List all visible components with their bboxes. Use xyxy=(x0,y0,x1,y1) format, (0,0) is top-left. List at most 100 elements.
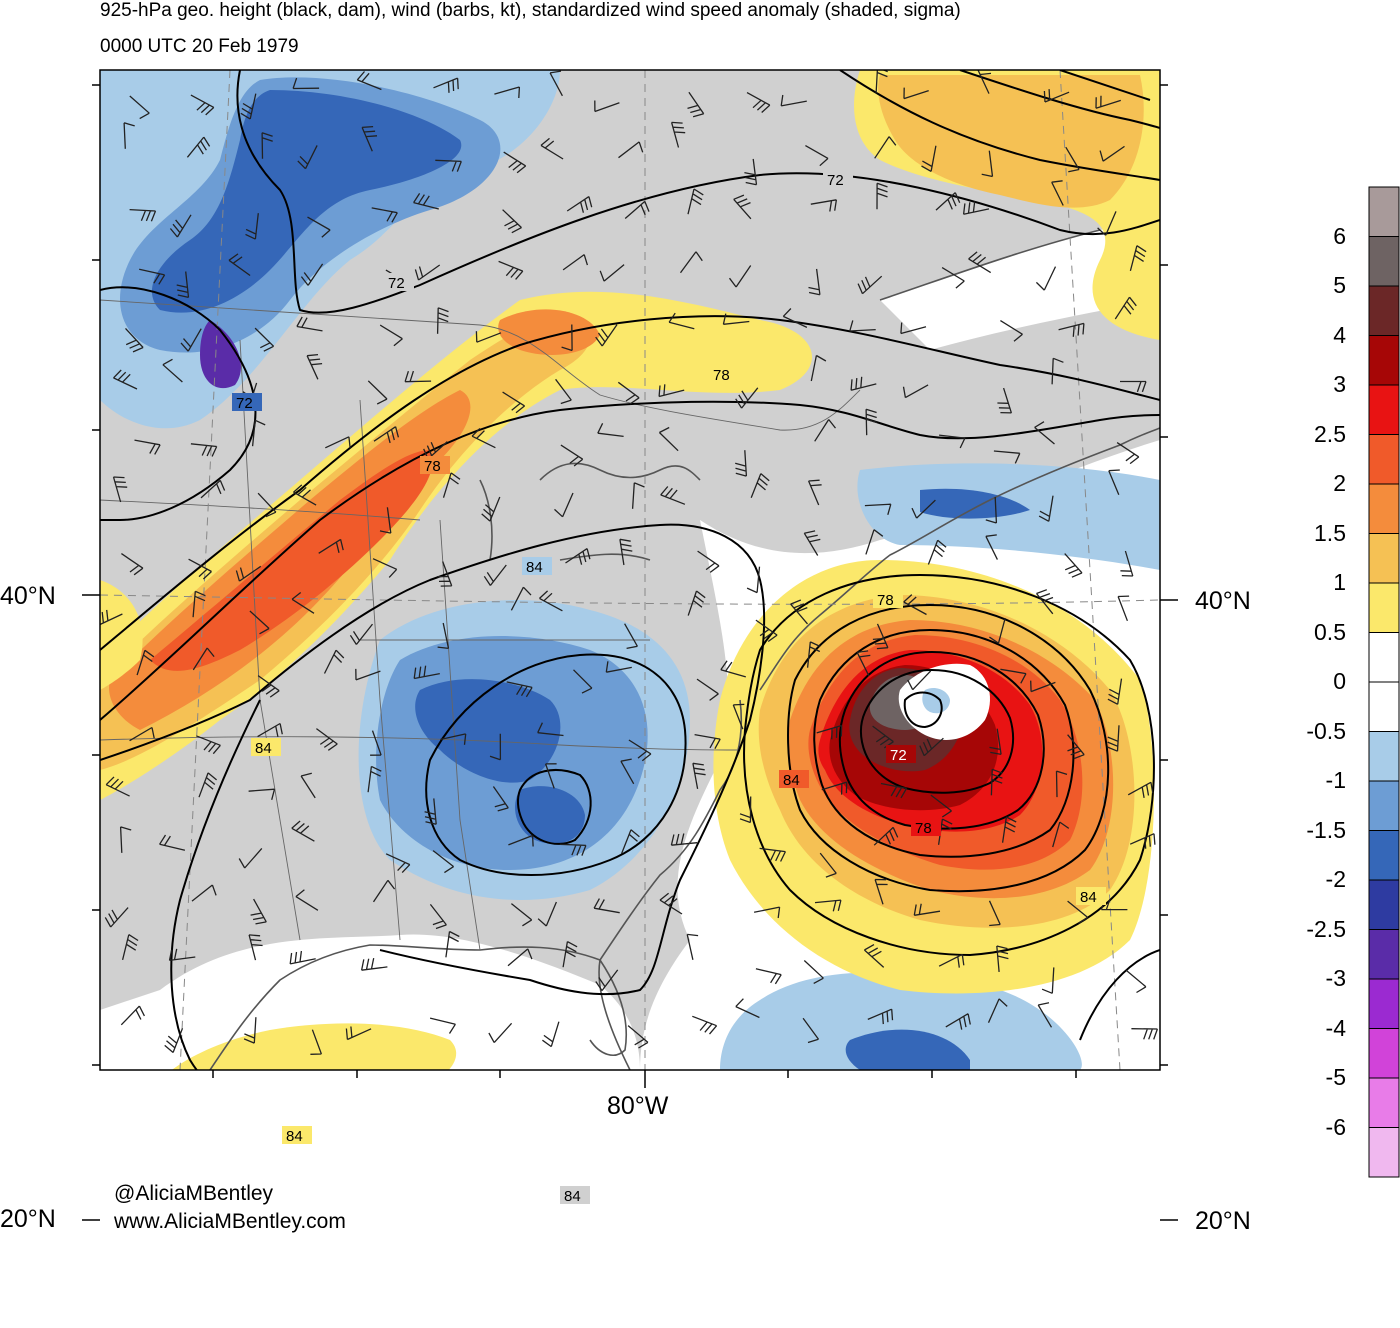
wind-barb xyxy=(437,622,450,650)
wind-barb xyxy=(562,941,578,968)
wind-barb xyxy=(874,878,888,905)
wind-barb xyxy=(805,145,829,167)
wind-barb xyxy=(435,159,462,172)
wind-barb xyxy=(1125,969,1147,994)
wind-barb xyxy=(808,479,822,506)
wind-barb xyxy=(560,444,584,467)
wind-barb xyxy=(1131,1028,1159,1040)
contour-label-bg xyxy=(911,818,941,836)
wind-barb xyxy=(168,948,196,962)
gulf-of-mexico xyxy=(100,934,640,1070)
contour-cyclone-3 xyxy=(813,628,1075,858)
wind-barb xyxy=(619,538,633,566)
wind-barb xyxy=(1035,266,1057,291)
wind-barb xyxy=(810,199,838,212)
colorbar-level-label: 2 xyxy=(1333,470,1346,496)
colorbar-level-label: -3 xyxy=(1325,965,1346,991)
wind-barb xyxy=(593,898,620,914)
contour-84-inner xyxy=(516,769,592,845)
wind-barb xyxy=(562,254,589,271)
wind-barb xyxy=(850,376,877,391)
wind-barb xyxy=(195,735,221,755)
anomaly-pos-gulf xyxy=(171,1023,456,1070)
wind-barb xyxy=(502,209,522,234)
wind-barb xyxy=(489,733,502,761)
wind-barb xyxy=(292,77,320,90)
wind-barb xyxy=(1099,145,1125,162)
wind-barb xyxy=(508,834,534,847)
wind-barb xyxy=(510,586,532,611)
wind-barb xyxy=(720,660,746,678)
wind-barb xyxy=(911,499,936,519)
wind-barb xyxy=(620,829,640,855)
contour-label: 84 xyxy=(255,740,272,757)
contour-label-bg xyxy=(823,170,853,188)
wind-barb xyxy=(492,786,509,812)
wind-barb xyxy=(753,906,781,919)
wind-barb xyxy=(697,550,720,573)
wind-barb xyxy=(814,419,837,442)
wind-barb xyxy=(1058,322,1085,337)
wind-barb xyxy=(554,492,574,518)
wind-barb xyxy=(816,724,843,740)
colorbar-level-label: -1.5 xyxy=(1306,816,1346,843)
wind-barb xyxy=(780,94,807,107)
wind-barb xyxy=(413,665,440,680)
wind-barb xyxy=(679,251,703,274)
wind-barb xyxy=(1043,89,1070,103)
wind-barb xyxy=(440,733,467,745)
wind-barb xyxy=(849,320,876,332)
wind-barb xyxy=(1129,833,1156,849)
wind-barb xyxy=(502,391,526,414)
plot-title: 925-hPa geo. height (black, dam), wind (… xyxy=(100,0,961,21)
wind-barb xyxy=(191,884,217,902)
colorbar-swatch xyxy=(1368,335,1400,386)
wind-barb xyxy=(159,834,186,851)
wind-barb xyxy=(240,93,257,120)
wind-barb xyxy=(872,725,894,749)
colorbar-swatch xyxy=(1368,978,1400,1029)
wind-barb xyxy=(1127,781,1154,799)
anomaly-neg-core xyxy=(200,320,241,389)
wind-barb xyxy=(134,439,161,455)
lat-label-20n-left: 20°N xyxy=(0,1205,56,1233)
wind-barb xyxy=(902,384,929,399)
wind-barb xyxy=(1108,469,1120,495)
anomaly-neg-caribbean xyxy=(720,972,1082,1070)
wind-barb xyxy=(808,268,821,296)
wind-barb xyxy=(803,960,824,984)
wind-barb xyxy=(746,566,761,594)
wind-barb xyxy=(810,354,827,382)
wind-barb xyxy=(250,898,267,925)
colorbar-swatch xyxy=(1368,285,1400,336)
contour-label: 72 xyxy=(388,275,405,292)
wind-barb xyxy=(245,213,259,240)
wind-barb xyxy=(323,649,345,674)
wind-barb xyxy=(325,436,351,449)
wind-barb xyxy=(867,1008,894,1025)
wind-barb xyxy=(618,141,644,159)
wind-barb xyxy=(900,322,927,335)
colorbar-level-label: 5 xyxy=(1333,272,1346,298)
wind-barb xyxy=(192,647,215,671)
anomaly-neg-atlantic-2 xyxy=(920,488,1030,519)
contour-cyclone-2 xyxy=(787,603,1110,893)
contour-label-bg xyxy=(282,1126,312,1144)
wind-barb xyxy=(129,95,150,120)
wind-barb xyxy=(1001,816,1017,843)
wind-barb xyxy=(300,772,316,799)
wind-barb xyxy=(627,1025,649,1049)
colorbar-swatch xyxy=(1368,1077,1400,1128)
wind-barb xyxy=(1120,550,1134,577)
contour-northeast-3 xyxy=(1059,70,1151,101)
political-borders xyxy=(100,299,861,951)
great-lakes-coast xyxy=(539,462,701,481)
wind-barb xyxy=(345,1026,372,1041)
wind-barb xyxy=(732,703,745,730)
wind-barb xyxy=(200,479,226,499)
wind-barb xyxy=(993,450,1021,464)
wind-barb xyxy=(249,610,270,635)
wind-barb xyxy=(235,565,262,582)
wind-barb xyxy=(316,728,338,751)
